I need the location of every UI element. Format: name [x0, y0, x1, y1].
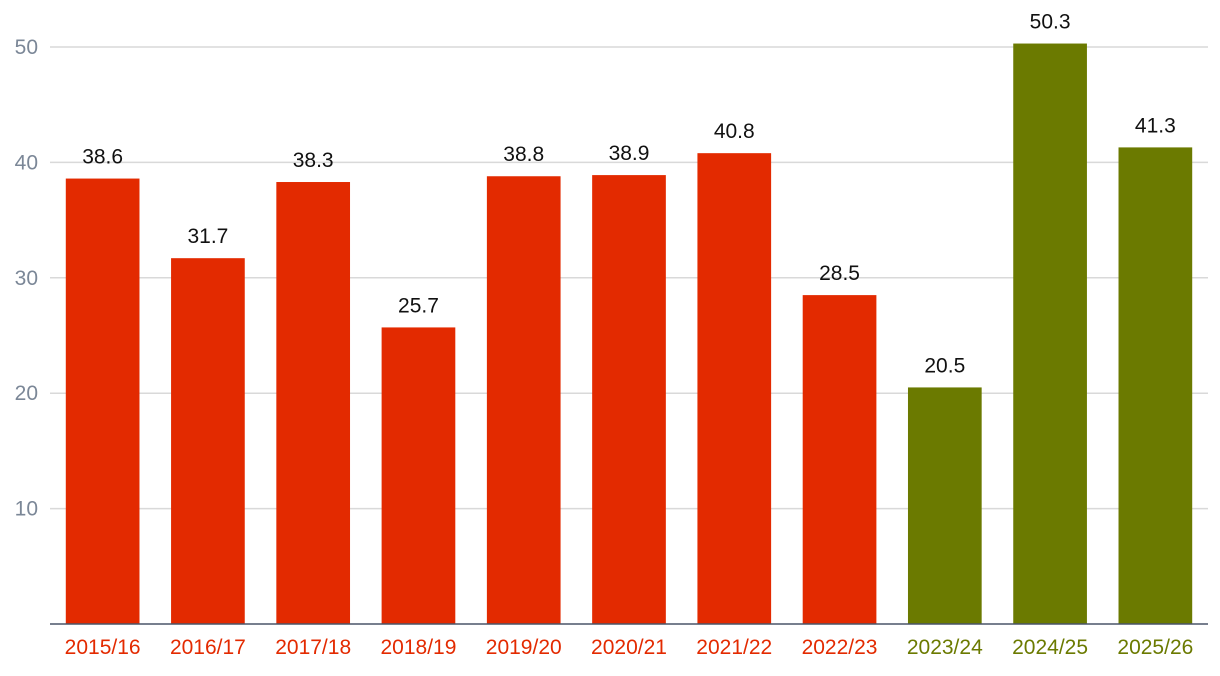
value-label-2017-18: 38.3 — [293, 149, 334, 172]
x-tick-label-2023-24: 2023/24 — [907, 636, 983, 659]
value-label-2021-22: 40.8 — [714, 120, 755, 143]
x-tick-label-2022-23: 2022/23 — [802, 636, 878, 659]
bar-2025-26 — [1118, 147, 1193, 624]
y-tick-label: 10 — [15, 498, 38, 521]
y-tick-label: 20 — [15, 382, 38, 405]
bar-2017-18 — [276, 182, 351, 624]
x-axis-ticks: 2015/16 2016/17 2017/18 2018/19 2019/20 2020/… — [65, 636, 1194, 659]
value-label-2019-20: 38.8 — [503, 143, 544, 166]
x-tick-label-2015-16: 2015/16 — [65, 636, 141, 659]
value-label-2015-16: 38.6 — [82, 146, 123, 169]
x-tick-label-2024-25: 2024/25 — [1012, 636, 1088, 659]
value-label-2016-17: 31.7 — [187, 225, 228, 248]
value-label-2023-24: 20.5 — [924, 354, 965, 377]
bar-2024-25 — [1013, 43, 1087, 624]
value-labels: 38.6 31.7 38.3 25.7 38.8 38.9 40.8 28.5 20.5 50.3… — [82, 11, 1176, 378]
x-tick-label-2021-22: 2021/22 — [696, 636, 772, 659]
x-tick-label-2019-20: 2019/20 — [486, 636, 562, 659]
bar-2023-24 — [907, 387, 982, 624]
bar-2019-20 — [486, 176, 561, 625]
y-tick-label: 50 — [15, 36, 38, 59]
value-label-2018-19: 25.7 — [398, 294, 439, 317]
x-tick-label-2016-17: 2016/17 — [170, 636, 246, 659]
y-tick-label: 40 — [15, 151, 38, 174]
value-label-2020-21: 38.9 — [609, 142, 650, 165]
value-label-2025-26: 41.3 — [1135, 114, 1176, 137]
y-tick-label: 30 — [15, 267, 38, 290]
x-tick-label-2025-26: 2025/26 — [1117, 636, 1193, 659]
x-tick-label-2018-19: 2018/19 — [380, 636, 456, 659]
bar-2021-22 — [697, 153, 772, 624]
y-axis-ticks: 10 20 30 40 50 — [15, 36, 38, 521]
bar-2022-23 — [802, 295, 877, 624]
x-tick-label-2020-21: 2020/21 — [591, 636, 667, 659]
x-tick-label-2017-18: 2017/18 — [275, 636, 351, 659]
bar-2020-21 — [592, 175, 666, 624]
bar-2016-17 — [171, 258, 245, 624]
value-label-2024-25: 50.3 — [1030, 11, 1071, 34]
bar-2015-16 — [65, 178, 140, 624]
bar-2018-19 — [381, 327, 456, 624]
bars — [65, 43, 1193, 625]
value-label-2022-23: 28.5 — [819, 262, 860, 285]
